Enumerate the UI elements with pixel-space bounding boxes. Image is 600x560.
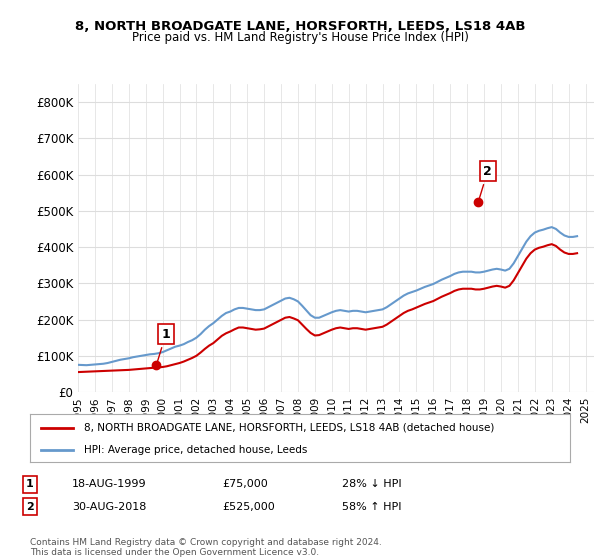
- Text: 1: 1: [157, 328, 170, 362]
- Text: 2: 2: [26, 502, 34, 512]
- Text: 8, NORTH BROADGATE LANE, HORSFORTH, LEEDS, LS18 4AB: 8, NORTH BROADGATE LANE, HORSFORTH, LEED…: [75, 20, 525, 32]
- Text: HPI: Average price, detached house, Leeds: HPI: Average price, detached house, Leed…: [84, 445, 307, 455]
- Text: Price paid vs. HM Land Registry's House Price Index (HPI): Price paid vs. HM Land Registry's House …: [131, 31, 469, 44]
- Text: 58% ↑ HPI: 58% ↑ HPI: [342, 502, 401, 512]
- Text: 8, NORTH BROADGATE LANE, HORSFORTH, LEEDS, LS18 4AB (detached house): 8, NORTH BROADGATE LANE, HORSFORTH, LEED…: [84, 423, 494, 433]
- Text: £525,000: £525,000: [222, 502, 275, 512]
- Text: 18-AUG-1999: 18-AUG-1999: [72, 479, 146, 489]
- Text: 1: 1: [26, 479, 34, 489]
- Text: 28% ↓ HPI: 28% ↓ HPI: [342, 479, 401, 489]
- Text: 2: 2: [479, 165, 492, 199]
- Text: 30-AUG-2018: 30-AUG-2018: [72, 502, 146, 512]
- Text: Contains HM Land Registry data © Crown copyright and database right 2024.
This d: Contains HM Land Registry data © Crown c…: [30, 538, 382, 557]
- Text: £75,000: £75,000: [222, 479, 268, 489]
